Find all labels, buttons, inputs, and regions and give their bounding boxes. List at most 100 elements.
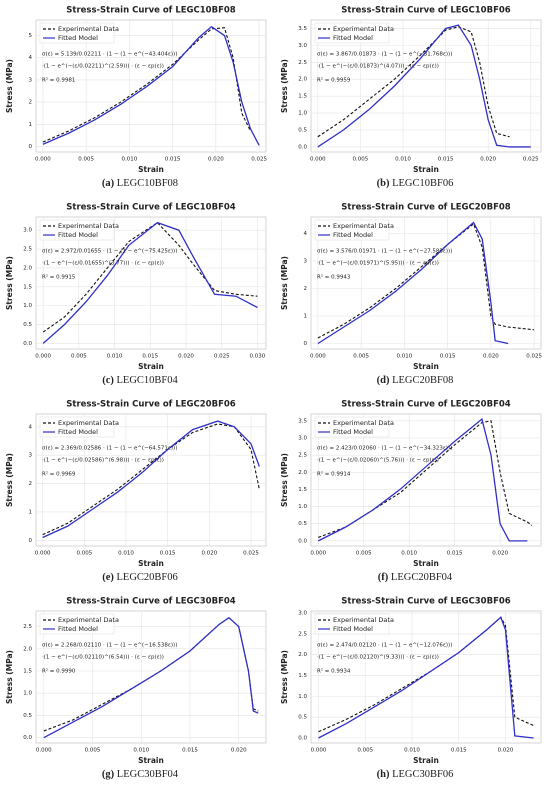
y-tick-label: 0.5 [23,322,32,328]
legend-label: Fitted Model [58,428,98,436]
legend-box [39,613,115,635]
caption-label: (c) [102,375,114,386]
x-tick-label: 0.005 [353,354,369,360]
chart-title: Stress-Strain Curve of LEGC10BF04 [66,203,236,213]
x-tick-label: 0.015 [440,354,456,360]
legend-label: Fitted Model [58,625,98,633]
y-tick-label: 1 [29,509,33,515]
legend-box [39,219,115,241]
y-tick-label: 1.5 [23,284,32,290]
equation: σ(ε) = 2.972/0.01655 · (1 − (1 − e^(−75.… [42,249,177,255]
x-tick-label: 0.010 [404,748,420,754]
y-tick-label: 1 [304,314,308,320]
series-line [42,420,260,539]
legend-label: Fitted Model [333,428,373,436]
equation: ·(1 − e^(−(ε/0.02110)^(6.54))) · (ε − εp… [42,655,164,661]
y-axis-label: Stress (MPa) [280,453,289,507]
legend-label: Experimental Data [58,616,119,624]
equation: ·(1 − e^(−(ε/0.01873)^(4.07))) · (ε − εp… [317,64,439,70]
x-axis-label: Strain [138,362,164,371]
x-tick-label: 0.010 [397,354,413,360]
x-tick-label: 0.025 [523,157,539,163]
legend-label: Fitted Model [58,34,98,42]
series-line [43,616,259,739]
equation: ·(1 − e^(−(ε/0.02060)^(5.76))) · (ε − εp… [317,458,439,464]
x-tick-label: 0.000 [310,354,326,360]
y-tick-label: 1.5 [298,673,307,679]
y-axis-label: Stress (MPa) [5,256,14,310]
x-tick-label: 0.015 [447,551,463,557]
x-axis-label: Strain [138,756,164,765]
y-tick-label: 3 [29,453,33,459]
x-tick-label: 0.020 [208,157,224,163]
y-tick-label: 1.5 [298,487,307,493]
caption-label: (h) [377,769,390,780]
x-tick-label: 0.015 [165,157,181,163]
x-tick-label: 0.005 [78,157,94,163]
series-line [42,25,260,146]
series-line [317,221,509,345]
legend-label: Experimental Data [58,25,119,33]
y-axis-label: Stress (MPa) [5,650,14,704]
x-axis-label: Strain [413,559,439,568]
series-line [317,24,531,148]
y-tick-label: 0.5 [23,713,32,719]
x-axis-label: Strain [138,559,164,568]
y-tick-label: 3.5 [298,418,307,424]
r-squared: R² = 0.9969 [42,471,76,478]
x-tick-label: 0.010 [395,157,411,163]
y-tick-label: 2.5 [298,453,307,459]
r-squared: R² = 0.9915 [42,274,76,281]
series-line [42,221,258,333]
caption-label: (b) [377,178,390,189]
x-tick-label: 0.000 [311,748,327,754]
caption: (e) LEGC20BF06 [102,572,178,583]
y-tick-label: 2.0 [298,77,307,83]
y-tick-label: 5 [29,33,33,39]
y-tick-label: 2.5 [23,247,32,253]
chart-title: Stress-Strain Curve of LEGC10BF08 [66,6,236,16]
y-tick-label: 0.0 [298,538,307,544]
y-tick-label: 4 [29,424,33,430]
r-squared: R² = 0.9990 [42,668,76,675]
x-tick-label: 0.000 [310,157,326,163]
x-tick-label: 0.020 [201,551,217,557]
y-tick-label: 1.0 [298,694,307,700]
x-tick-label: 0.030 [250,354,266,360]
x-tick-label: 0.000 [35,157,51,163]
equation: ·(1 − e^(−(ε/0.01655)^(3.77))) · (ε − εp… [42,261,164,267]
panel: Stress-Strain Curve of LEGC10BF06 0.000 0.… [280,6,542,189]
legend-label: Experimental Data [333,222,394,230]
x-tick-label: 0.000 [35,551,51,557]
caption-text: LEGC10BF08 [117,178,178,189]
x-tick-label: 0.015 [438,157,454,163]
x-tick-label: 0.005 [76,551,92,557]
y-tick-label: 4 [304,231,308,237]
caption-label: (d) [377,375,390,386]
y-tick-label: 1.5 [298,94,307,100]
panel: Stress-Strain Curve of LEGC10BF04 0.000 0.… [5,203,267,386]
legend-label: Fitted Model [333,34,373,42]
legend-box [314,613,390,635]
series-line [317,417,528,542]
legend-label: Experimental Data [333,419,394,427]
y-tick-label: 0.0 [23,341,32,347]
y-tick-label: 0 [304,341,308,347]
chart-title: Stress-Strain Curve of LEGC30BF06 [341,597,511,607]
x-tick-label: 0.020 [498,748,514,754]
caption-text: LEGC30BF06 [392,769,453,780]
y-tick-label: 0.5 [298,128,307,134]
caption-label: (e) [102,572,114,583]
y-tick-label: 1.0 [298,111,307,117]
equation: σ(ε) = 3.576/0.01971 · (1 − (1 − e^(−27.… [317,249,452,255]
caption-text: LEGC20BF06 [117,572,178,583]
panel: Stress-Strain Curve of LEGC20BF08 0.000 0.… [280,203,542,387]
y-tick-label: 2 [29,481,33,487]
x-tick-label: 0.010 [133,748,149,754]
y-axis-label: Stress (MPa) [280,650,289,704]
y-axis-label: Stress (MPa) [5,59,14,113]
caption: (d) LEGC20BF08 [377,375,454,386]
y-axis-label: Stress (MPa) [280,256,289,310]
x-axis-label: Strain [413,756,439,765]
y-axis-label: Stress (MPa) [5,453,14,507]
